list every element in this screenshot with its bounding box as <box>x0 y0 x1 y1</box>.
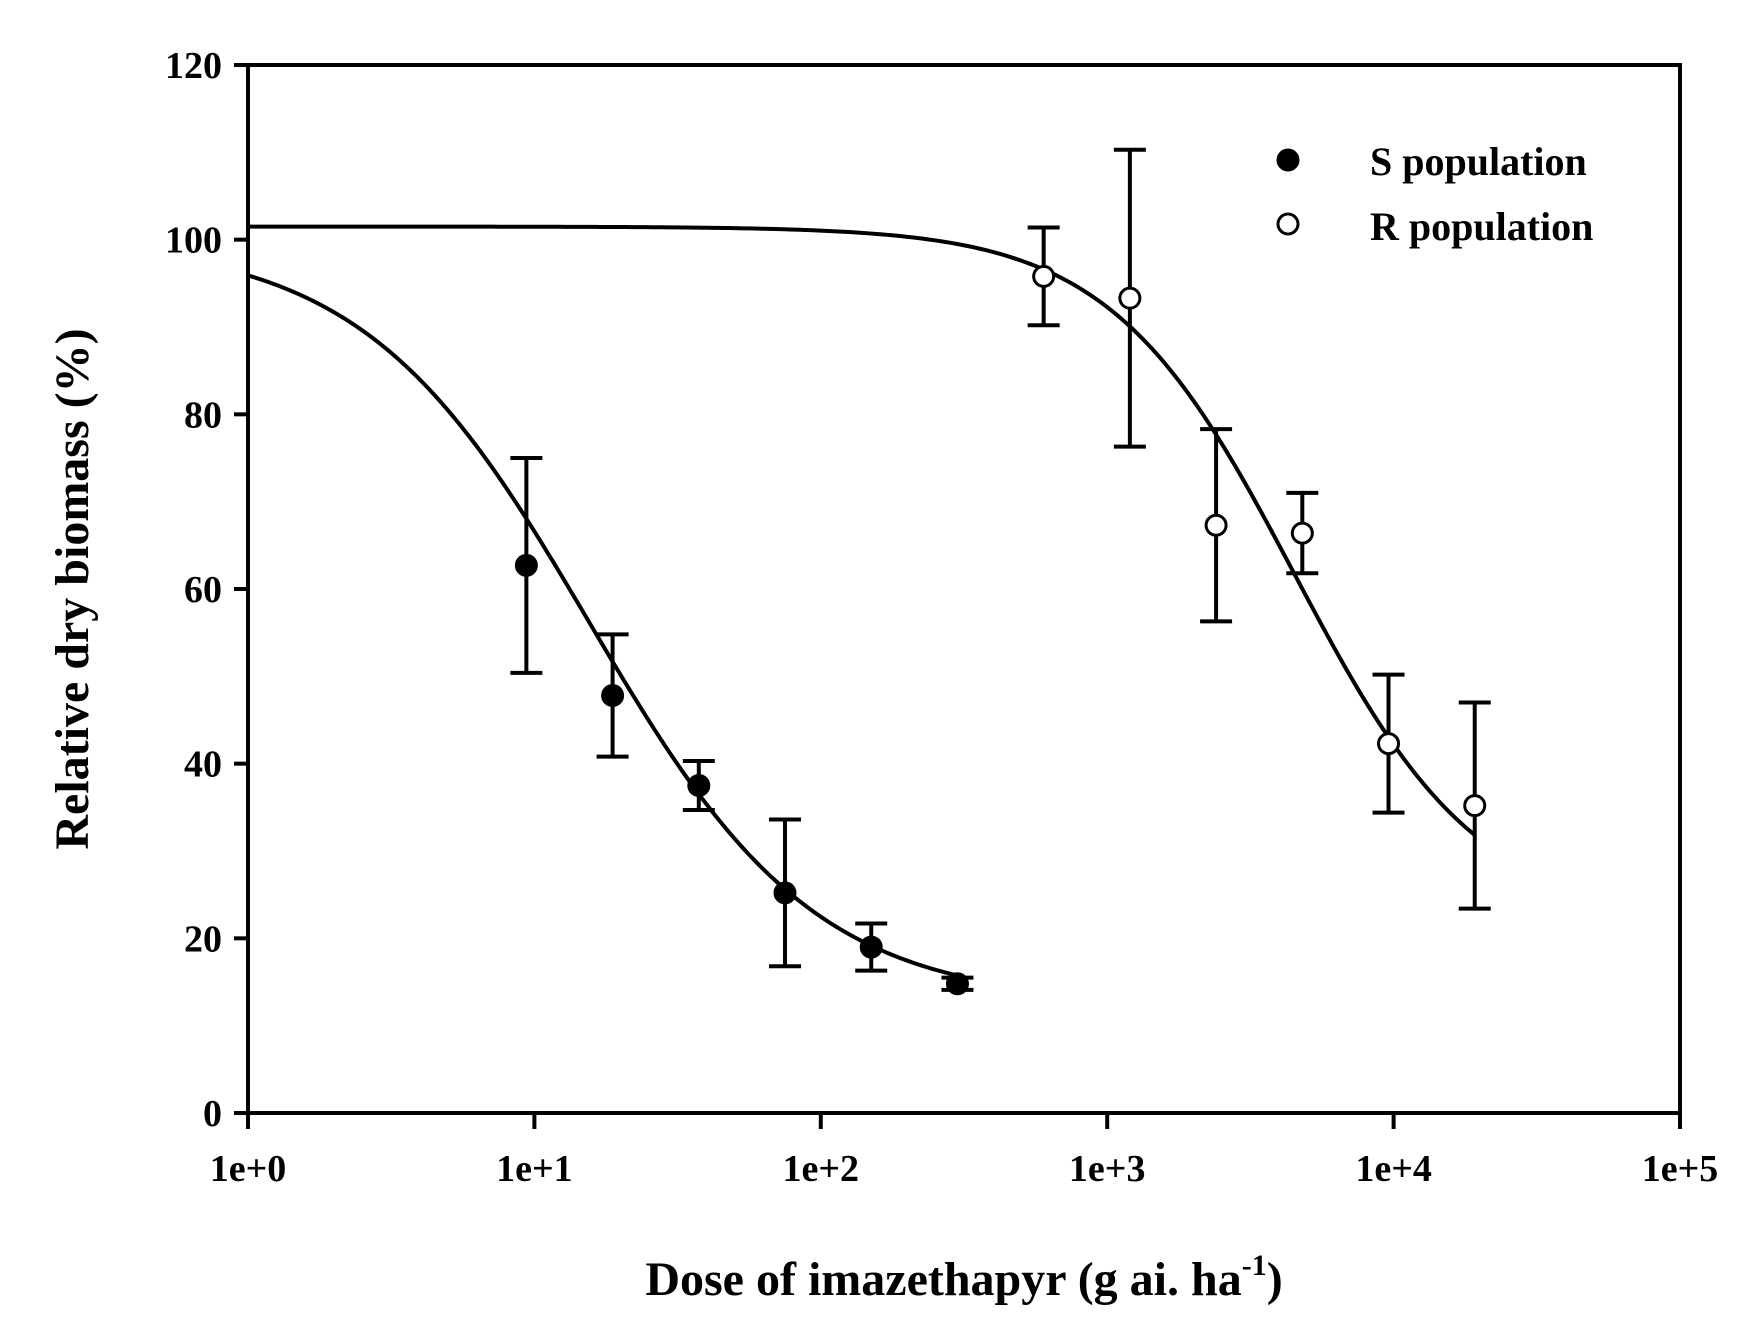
y-tick-label: 60 <box>184 569 222 611</box>
y-tick-label: 80 <box>184 394 222 436</box>
y-tick-label: 20 <box>184 918 222 960</box>
y-tick-label: 40 <box>184 744 222 786</box>
legend-marker-s-population <box>1276 148 1300 172</box>
data-point-series-2 <box>1032 264 1056 288</box>
data-point-series-1 <box>945 972 969 996</box>
data-point-series-1 <box>773 881 797 905</box>
x-axis-title-main: Dose of imazethapyr (g ai. ha <box>645 1253 1241 1306</box>
data-point-series-1 <box>687 774 711 797</box>
data-points <box>514 264 1487 996</box>
legend-label-r-population: R population <box>1370 204 1593 249</box>
fit-curve-series-2 <box>247 224 1477 837</box>
data-point-series-2 <box>1463 794 1487 818</box>
legend: S population R population <box>1276 139 1593 249</box>
y-tick-label: 100 <box>165 220 222 262</box>
fit-curve-series-1 <box>247 273 958 978</box>
data-point-series-2 <box>1118 286 1142 310</box>
data-point-series-1 <box>514 553 538 577</box>
data-point-series-2 <box>1204 513 1228 537</box>
x-tick-label: 1e+2 <box>783 1148 860 1190</box>
x-tick-label: 1e+1 <box>496 1148 573 1190</box>
x-axis-title-superscript: -1 <box>1242 1249 1267 1282</box>
x-tick-label: 1e+5 <box>1642 1148 1719 1190</box>
data-point-series-2 <box>1290 521 1314 545</box>
plot-area: 0 20 40 60 80 100 120 1e+0 1e+1 1e+2 1e+3 1e+4 1e+5 <box>165 45 1718 1190</box>
x-axis-title-suffix: ) <box>1267 1253 1283 1306</box>
error-bars <box>510 147 1491 992</box>
x-tick-label: 1e+0 <box>210 1148 287 1190</box>
x-axis: 1e+0 1e+1 1e+2 1e+3 1e+4 1e+5 <box>210 1113 1719 1190</box>
x-tick-label: 1e+3 <box>1069 1148 1146 1190</box>
data-point-series-1 <box>859 935 883 959</box>
data-point-series-2 <box>1377 732 1401 756</box>
legend-label-s-population: S population <box>1370 139 1587 184</box>
y-tick-label: 0 <box>203 1093 222 1135</box>
legend-marker-r-population <box>1276 212 1300 236</box>
y-tick-label: 120 <box>165 45 222 87</box>
fit-curves <box>247 224 1477 978</box>
y-axis-title: Relative dry biomass (%) <box>46 328 99 849</box>
x-axis-title: Dose of imazethapyr (g ai. ha-1) <box>645 1249 1282 1306</box>
x-tick-label: 1e+4 <box>1355 1148 1432 1190</box>
data-point-series-1 <box>601 684 625 708</box>
y-axis: 0 20 40 60 80 100 120 <box>165 45 248 1135</box>
